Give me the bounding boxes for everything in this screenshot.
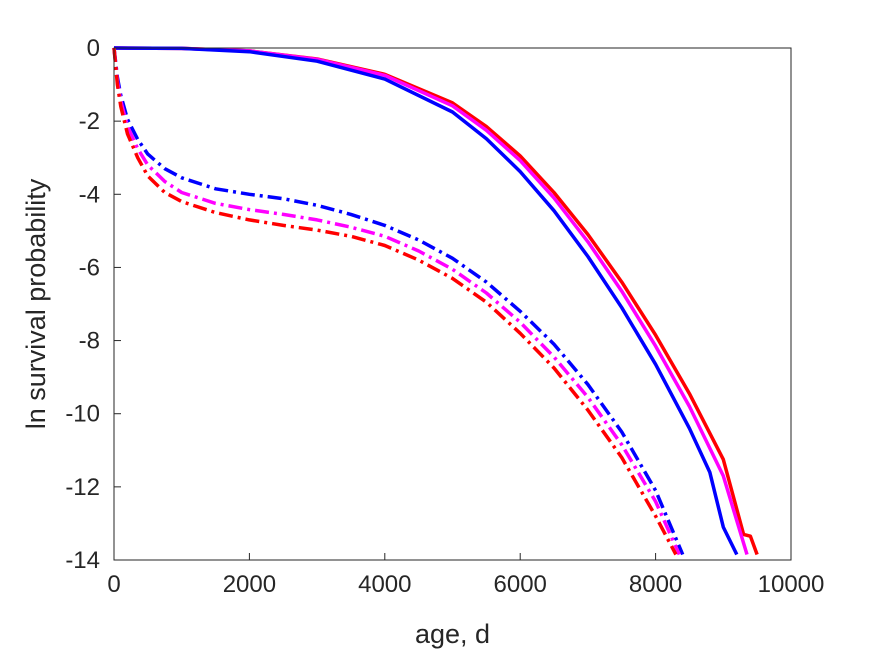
plot-frame	[113, 47, 792, 561]
y-tick-label: -4	[79, 181, 100, 208]
y-tick-label: -12	[65, 474, 100, 501]
y-tick-label: -6	[79, 254, 100, 281]
series-line-4	[112, 47, 685, 556]
y-axis-ticks: 0 -2 -4 -6 -8 -10 -12 -14	[65, 35, 121, 574]
x-tick-label: 8000	[629, 571, 682, 598]
x-axis-ticks: 0 2000 4000 6000 8000 10000	[107, 553, 824, 598]
y-axis-label: ln survival probability	[21, 178, 51, 429]
series-line-6	[112, 47, 678, 556]
y-tick-label: -2	[79, 108, 100, 135]
series-layer	[112, 46, 759, 556]
x-tick-label: 2000	[223, 571, 276, 598]
y-tick-label: -14	[65, 547, 100, 574]
x-tick-label: 6000	[494, 571, 547, 598]
y-tick-label: -10	[65, 401, 100, 428]
y-tick-label: -8	[79, 328, 100, 355]
x-tick-label: 0	[107, 571, 120, 598]
x-tick-label: 10000	[758, 571, 825, 598]
series-line-5	[112, 47, 681, 556]
x-axis-label: age, d	[415, 619, 490, 649]
x-tick-label: 4000	[358, 571, 411, 598]
y-tick-label: 0	[87, 35, 100, 62]
series-line-3	[113, 46, 739, 556]
